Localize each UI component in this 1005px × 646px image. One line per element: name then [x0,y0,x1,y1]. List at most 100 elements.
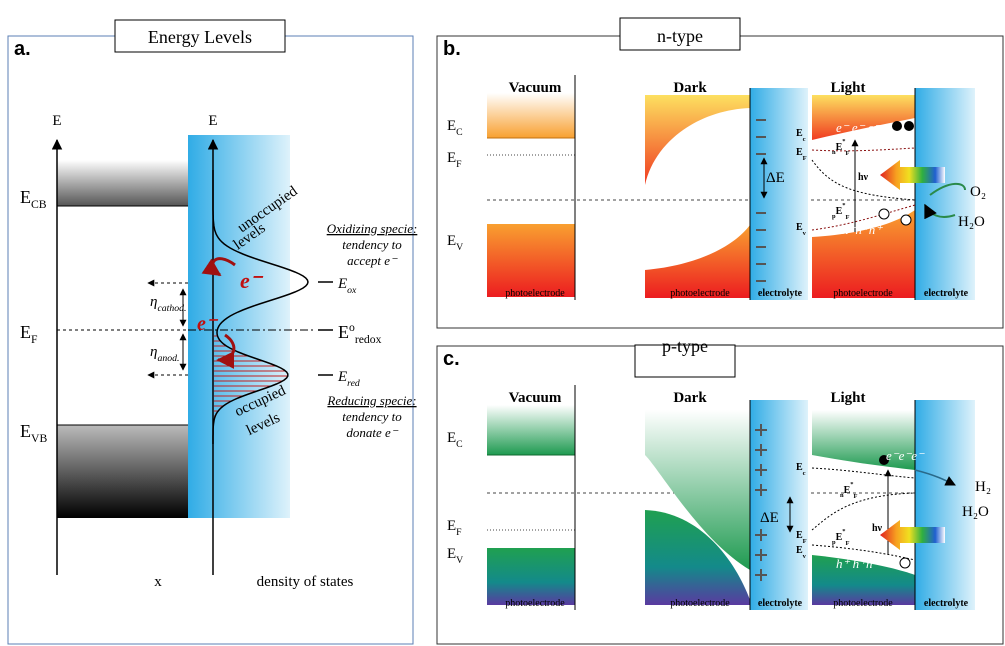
carrier-label: h⁺ h⁺h⁺ [836,556,880,571]
band-label: EC [447,118,463,138]
region-label: electrolyte [924,598,969,609]
energy-level-label: EF [20,322,38,346]
energy-level-label: ECB [20,187,47,211]
panel-title: p-type [662,336,708,356]
quasi-fermi-label: nE*F [840,481,858,500]
quasi-fermi-label-part: * [850,481,853,488]
delta-label: ΔE [760,510,779,526]
redox-level-label: Ered [337,369,360,389]
overpotential-label-part: cathod. [157,303,186,314]
panel-title: n-type [657,26,703,46]
electron-label: e⁻ [240,268,264,293]
panel-label: a. [14,38,31,60]
carrier-label: e⁻ e⁻ e⁻ [836,120,882,135]
delta-label: ΔE [766,170,785,186]
product-label: O₂ [970,184,986,200]
redox-level-label-part: ox [347,285,357,296]
band-label-part: C [456,439,463,450]
redox-level-label-part: E [337,276,347,292]
quasi-fermi-label-part: F [854,493,858,500]
quasi-fermi-label-part: F [846,150,850,157]
overpotential-label-part: anod. [157,353,179,364]
band-label-part: E [447,233,456,249]
panel-title: Energy Levels [148,27,252,47]
band-label-part: E [447,150,456,166]
quasi-fermi-label-part: F [846,214,850,221]
band-label-part: E [447,118,456,134]
band-label-part: V [456,555,463,566]
overpotential-label-part: η [150,294,157,310]
product-label: H₂ [975,479,991,495]
band-label-part: F [803,155,807,162]
overpotential-label-part: η [150,344,157,360]
band-label: EV [447,546,463,566]
redox-level-label-part: red [347,378,360,389]
species-note: donate e⁻ [346,425,398,440]
redox-level-label-part: E [337,369,347,385]
band-label-part: E [447,546,456,562]
axis-label: E [208,113,217,129]
column-header: Dark [673,80,707,96]
carrier-label: e⁻e⁻e⁻ [886,448,925,463]
band-label-part: c [803,470,806,477]
panel-label: c. [443,348,460,370]
species-note: Reducing specie: [326,393,416,408]
redox-level-label-part: redox [355,333,382,346]
photon-label: hν [872,523,883,534]
axis-label: density of states [257,574,354,590]
species-note: tendency to [342,237,402,252]
redox-level-label: Eox [337,276,357,296]
overpotential-label: ηanod. [150,344,179,364]
axis-label: E [52,113,61,129]
electron-label: e⁻ [197,313,219,335]
quasi-fermi-label-part: F [846,540,850,547]
energy-level-label-part: E [20,187,31,207]
region-label: photoelectrode [670,598,730,609]
column-header: Vacuum [509,390,562,406]
band-label: EF [447,150,462,170]
region-label: electrolyte [758,598,803,609]
band-label-part: E [447,430,456,446]
quasi-fermi-label-part: * [842,528,845,535]
column-header: Light [830,390,865,406]
band-label-part: V [456,242,463,253]
column-header: Light [830,80,865,96]
species-note: tendency to [342,409,402,424]
quasi-fermi-label: pE*F [832,202,850,221]
energy-level-label: EVB [20,421,47,445]
energy-level-label-part: F [31,333,38,346]
species-note: accept e⁻ [347,253,398,268]
carrier-label: h⁺h⁺h⁺ [842,222,883,237]
product-label: H₂O [962,504,989,520]
redox-level-label-part: E [338,322,349,342]
region-label: photoelectrode [505,288,565,299]
region-label: photoelectrode [670,288,730,299]
band-label: EC [447,430,463,450]
region-label: photoelectrode [833,288,893,299]
region-label: electrolyte [758,288,803,299]
quasi-fermi-label-part: * [842,138,845,145]
region-label: photoelectrode [505,598,565,609]
band-label-part: E [447,518,456,534]
quasi-fermi-label: nE*F [832,138,850,157]
band-label-part: F [456,159,462,170]
energy-level-label-part: CB [31,198,47,211]
panel-b-graphics [487,75,975,300]
species-note: Oxidizing specie: [327,221,418,236]
redox-level-label: Eoredox [338,321,382,346]
photon-label: hν [858,172,869,183]
panel-label: b. [443,38,461,60]
figure: a.Energy LevelsEExdensity of statesECBEF… [0,0,1005,646]
column-header: Vacuum [509,80,562,96]
quasi-fermi-label: pE*F [832,528,850,547]
column-header: Dark [673,390,707,406]
page: a.Energy LevelsEExdensity of statesECBEF… [0,0,1005,646]
band-label-part: c [803,136,806,143]
quasi-fermi-label-part: * [842,202,845,209]
energy-level-label-part: VB [31,432,47,445]
band-label-part: F [803,538,807,545]
panel-c-graphics [487,385,975,610]
band-label-part: C [456,127,463,138]
band-label: EF [447,518,462,538]
axis-label: x [154,574,162,590]
